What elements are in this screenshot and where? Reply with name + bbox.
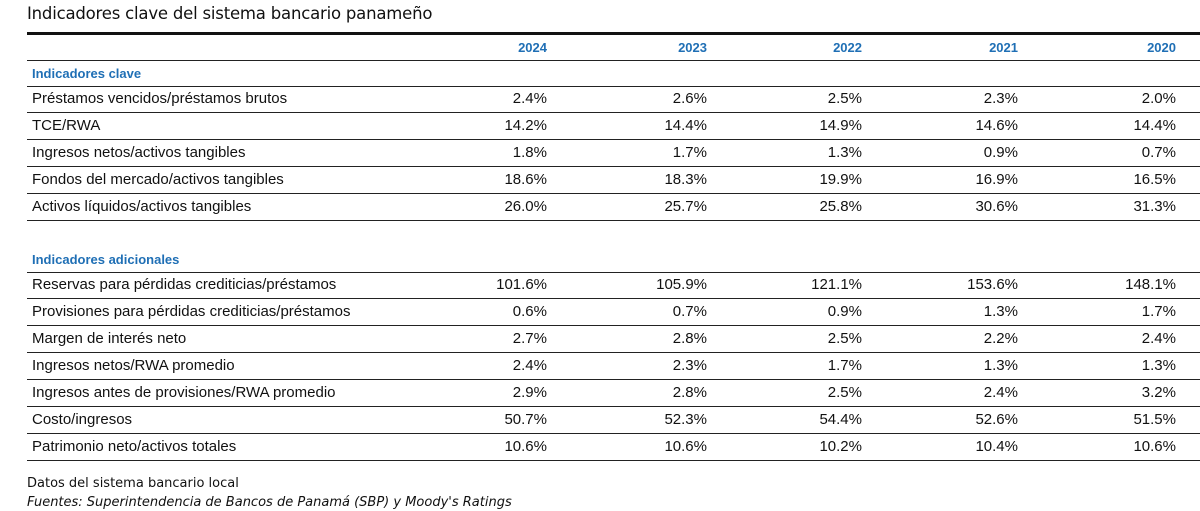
cell-value: 0.9%	[983, 144, 1018, 161]
cell-value: 14.9%	[819, 117, 862, 134]
table-row: Patrimonio neto/activos totales 10.6% 10.6…	[27, 434, 1200, 461]
cell-value: 2.0%	[1141, 90, 1176, 107]
section-label: Indicadores clave	[32, 66, 142, 81]
row-label: Fondos del mercado/activos tangibles	[32, 171, 284, 188]
row-label: Costo/ingresos	[32, 411, 133, 428]
cell-value: 1.3%	[1141, 357, 1176, 374]
cell-value: 2.9%	[512, 384, 547, 401]
row-label: Activos líquidos/activos tangibles	[32, 198, 252, 215]
year-header: 2022	[833, 40, 862, 55]
cell-value: 10.6%	[1133, 438, 1176, 455]
cell-value: 2.8%	[672, 384, 707, 401]
cell-value: 2.4%	[512, 90, 547, 107]
cell-value: 50.7%	[504, 411, 547, 428]
cell-value: 2.4%	[983, 384, 1018, 401]
table-row: Ingresos netos/RWA promedio 2.4% 2.3% 1.7% 1…	[27, 353, 1200, 380]
cell-value: 2.8%	[672, 330, 707, 347]
cell-value: 10.2%	[819, 438, 862, 455]
cell-value: 101.6%	[496, 276, 547, 293]
cell-value: 1.8%	[512, 144, 547, 161]
table-row: Préstamos vencidos/préstamos brutos 2.4% 2…	[27, 86, 1200, 113]
year-header: 2021	[989, 40, 1018, 55]
row-label: Ingresos netos/RWA promedio	[32, 357, 235, 374]
section-header: Indicadores adicionales	[27, 246, 1200, 273]
table-row: Ingresos antes de provisiones/RWA promed…	[27, 380, 1200, 407]
table-row: Reservas para pérdidas crediticias/prést…	[27, 272, 1200, 299]
footer-note: Datos del sistema bancario local	[27, 476, 239, 491]
table-row: Costo/ingresos 50.7% 52.3% 54.4% 52.6% 51.5%	[27, 407, 1200, 434]
cell-value: 52.6%	[975, 411, 1018, 428]
cell-value: 2.3%	[983, 90, 1018, 107]
cell-value: 0.9%	[827, 303, 862, 320]
year-header: 2024	[518, 40, 547, 55]
cell-value: 1.7%	[1141, 303, 1176, 320]
section-label: Indicadores adicionales	[32, 252, 180, 267]
row-label: Margen de interés neto	[32, 330, 187, 347]
table-row: Provisiones para pérdidas crediticias/pr…	[27, 299, 1200, 326]
cell-value: 18.3%	[664, 171, 707, 188]
cell-value: 0.7%	[672, 303, 707, 320]
cell-value: 16.5%	[1133, 171, 1176, 188]
cell-value: 0.6%	[512, 303, 547, 320]
cell-value: 1.7%	[827, 357, 862, 374]
cell-value: 19.9%	[819, 171, 862, 188]
cell-value: 26.0%	[504, 198, 547, 215]
cell-value: 54.4%	[819, 411, 862, 428]
cell-value: 105.9%	[656, 276, 707, 293]
header-row: 2024 2023 2022 2021 2020	[27, 34, 1200, 61]
cell-value: 1.3%	[983, 357, 1018, 374]
cell-value: 153.6%	[967, 276, 1018, 293]
cell-value: 2.6%	[672, 90, 707, 107]
row-label: Préstamos vencidos/préstamos brutos	[32, 90, 288, 107]
cell-value: 121.1%	[811, 276, 862, 293]
table-row: Fondos del mercado/activos tangibles 18.6…	[27, 167, 1200, 194]
cell-value: 1.7%	[672, 144, 707, 161]
row-label: Ingresos netos/activos tangibles	[32, 144, 246, 161]
cell-value: 2.3%	[672, 357, 707, 374]
row-label: Provisiones para pérdidas crediticias/pr…	[32, 303, 351, 320]
cell-value: 2.4%	[512, 357, 547, 374]
cell-value: 14.6%	[975, 117, 1018, 134]
table-row: Margen de interés neto 2.7% 2.8% 2.5% 2.2% 2.…	[27, 326, 1200, 353]
cell-value: 16.9%	[975, 171, 1018, 188]
table-title: Indicadores clave del sistema bancario p…	[27, 4, 433, 23]
row-label: Reservas para pérdidas crediticias/prést…	[32, 276, 337, 293]
cell-value: 14.4%	[664, 117, 707, 134]
cell-value: 14.2%	[504, 117, 547, 134]
cell-value: 25.7%	[664, 198, 707, 215]
top-rule	[27, 32, 1200, 35]
cell-value: 0.7%	[1141, 144, 1176, 161]
cell-value: 2.2%	[983, 330, 1018, 347]
cell-value: 18.6%	[504, 171, 547, 188]
cell-value: 51.5%	[1133, 411, 1176, 428]
row-label: Ingresos antes de provisiones/RWA promed…	[32, 384, 336, 401]
cell-value: 10.6%	[664, 438, 707, 455]
cell-value: 10.6%	[504, 438, 547, 455]
cell-value: 1.3%	[827, 144, 862, 161]
year-header: 2023	[678, 40, 707, 55]
row-label: Patrimonio neto/activos totales	[32, 438, 237, 455]
cell-value: 2.5%	[827, 384, 862, 401]
cell-value: 14.4%	[1133, 117, 1176, 134]
cell-value: 2.4%	[1141, 330, 1176, 347]
cell-value: 1.3%	[983, 303, 1018, 320]
table-row: Activos líquidos/activos tangibles 26.0% 2…	[27, 194, 1200, 221]
table-row: Ingresos netos/activos tangibles 1.8% 1.7%…	[27, 140, 1200, 167]
cell-value: 2.5%	[827, 90, 862, 107]
cell-value: 10.4%	[975, 438, 1018, 455]
cell-value: 31.3%	[1133, 198, 1176, 215]
cell-value: 2.7%	[512, 330, 547, 347]
section-header: Indicadores clave	[27, 60, 1200, 87]
cell-value: 30.6%	[975, 198, 1018, 215]
row-label: TCE/RWA	[32, 117, 101, 134]
cell-value: 2.5%	[827, 330, 862, 347]
cell-value: 3.2%	[1141, 384, 1176, 401]
cell-value: 52.3%	[664, 411, 707, 428]
cell-value: 148.1%	[1125, 276, 1176, 293]
footer-sources: Fuentes: Superintendencia de Bancos de P…	[27, 495, 512, 510]
cell-value: 25.8%	[819, 198, 862, 215]
year-header: 2020	[1147, 40, 1176, 55]
table-row: TCE/RWA 14.2% 14.4% 14.9% 14.6% 14.4%	[27, 113, 1200, 140]
